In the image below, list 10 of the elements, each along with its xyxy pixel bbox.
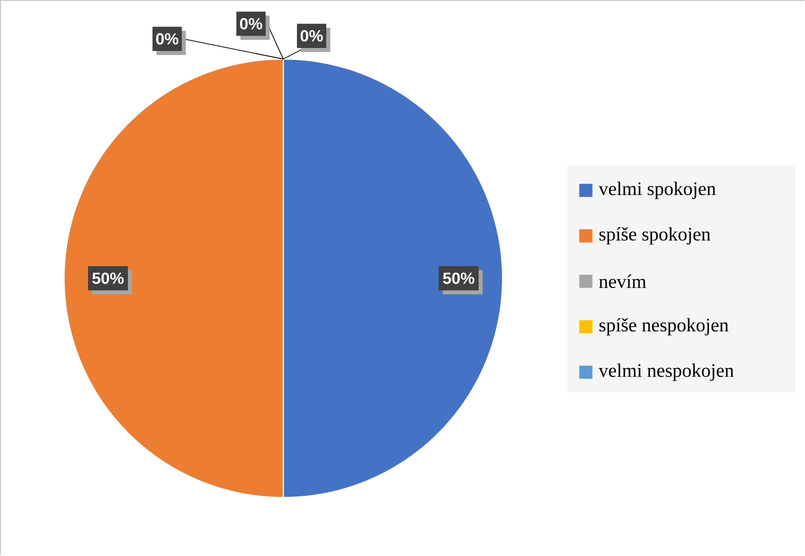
- legend-label: velmi spokojen: [598, 182, 716, 200]
- legend-label: spíše spokojen: [599, 227, 710, 245]
- text: 0%: [240, 18, 262, 30]
- text: 0%: [156, 33, 178, 45]
- text: 0%: [300, 30, 323, 42]
- data-label: 50%: [92, 272, 124, 284]
- legend-label: spíše nespokojen: [599, 318, 728, 336]
- legend-label: nevím: [599, 274, 646, 288]
- legend-label: velmi nespokojen: [598, 364, 734, 382]
- data-label: 50%: [443, 272, 474, 284]
